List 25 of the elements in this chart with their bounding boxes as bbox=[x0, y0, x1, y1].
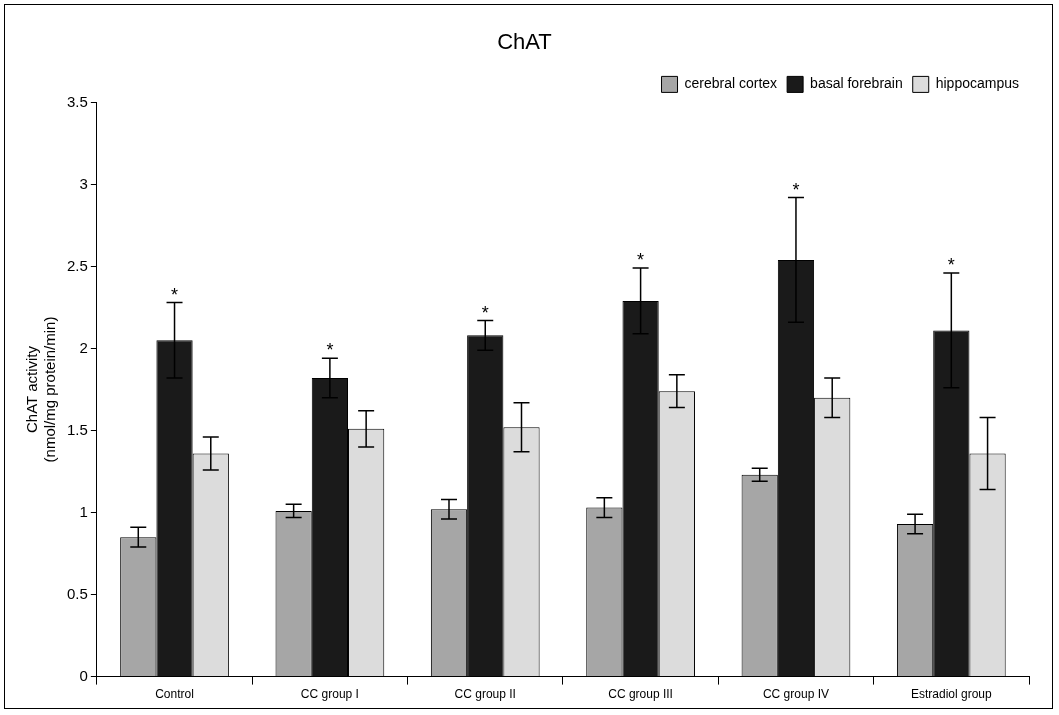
annotation: * bbox=[481, 302, 489, 323]
x-tick-label: CC group II bbox=[454, 687, 516, 702]
annotation: * bbox=[947, 254, 955, 275]
y-tick-label: 1.5 bbox=[66, 420, 88, 438]
chart-title: ChAT bbox=[497, 29, 552, 55]
y-tick-label: 0.5 bbox=[66, 584, 88, 602]
y-tick-label: 1 bbox=[79, 502, 88, 520]
y-tick-label: 0 bbox=[79, 666, 88, 684]
legend-label: cerebral cortex bbox=[684, 75, 778, 92]
annotation: * bbox=[637, 250, 645, 271]
x-tick-label: Estradiol group bbox=[910, 687, 992, 702]
y-tick-label: 2.5 bbox=[66, 256, 88, 274]
y-tick-label: 2 bbox=[79, 338, 88, 356]
legend-label: hippocampus bbox=[935, 75, 1020, 92]
x-tick-label: Control bbox=[155, 687, 194, 702]
annotation: * bbox=[792, 179, 800, 200]
y-tick-label: 3 bbox=[79, 174, 88, 192]
legend-label: basal forebrain bbox=[810, 75, 903, 92]
y-axis-title: ChAT activity (nmol/mg protein/min) bbox=[23, 316, 59, 463]
x-tick-label: CC group I bbox=[300, 687, 359, 702]
x-tick-label: CC group IV bbox=[762, 687, 829, 702]
annotation: * bbox=[326, 340, 334, 361]
annotation: * bbox=[171, 284, 179, 305]
x-tick-label: CC group III bbox=[608, 687, 673, 702]
y-tick-label: 3.5 bbox=[66, 92, 88, 110]
